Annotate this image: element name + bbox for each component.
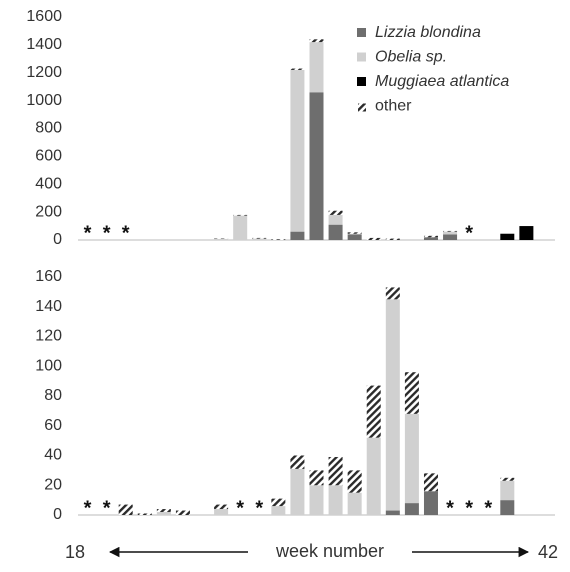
bar-segment	[271, 506, 285, 515]
bar-segment	[138, 514, 152, 515]
x-axis-label: week number	[275, 541, 384, 561]
legend-swatch	[357, 53, 366, 62]
bar-segment	[443, 234, 457, 240]
missing-marker: *	[446, 497, 454, 519]
bar-segment	[310, 42, 324, 92]
bar-segment	[329, 215, 343, 225]
missing-marker: *	[236, 497, 244, 519]
missing-marker: *	[84, 222, 92, 244]
y-tick-label: 1200	[26, 64, 62, 81]
legend-swatch	[358, 104, 366, 112]
bar-segment	[348, 234, 362, 240]
bar-segment	[424, 237, 438, 240]
missing-marker: *	[465, 222, 473, 244]
y-tick-label: 400	[35, 175, 62, 192]
legend-label: Obelia sp.	[375, 49, 447, 66]
y-tick-label: 200	[35, 203, 62, 220]
bar-segment	[310, 39, 324, 42]
missing-marker: *	[122, 222, 130, 244]
bar-segment	[290, 69, 304, 70]
missing-marker: *	[484, 497, 492, 519]
bar-segment	[424, 491, 438, 515]
y-tick-label: 40	[44, 447, 62, 464]
bar-segment	[310, 485, 324, 515]
bar-segment	[405, 414, 419, 503]
bar-segment	[367, 438, 381, 515]
legend-label: Lizzia blondina	[375, 24, 481, 41]
legend-swatch	[357, 28, 366, 37]
bar-segment	[405, 372, 419, 414]
legend-label: other	[375, 98, 412, 115]
missing-marker: *	[255, 497, 263, 519]
y-tick-label: 1400	[26, 36, 62, 53]
bar-segment	[424, 236, 438, 237]
x-end-label: 42	[538, 542, 558, 562]
bar-segment	[233, 216, 247, 240]
bar-segment	[119, 505, 133, 515]
y-tick-label: 800	[35, 120, 62, 137]
bar-segment	[290, 232, 304, 240]
bar-segment	[290, 469, 304, 515]
x-start-label: 18	[65, 542, 85, 562]
bar-segment	[386, 287, 400, 299]
missing-marker: *	[103, 497, 111, 519]
bar-segment	[310, 92, 324, 240]
missing-marker: *	[103, 222, 111, 244]
bar-segment	[290, 456, 304, 469]
bar-segment	[214, 239, 228, 240]
bar-segment	[252, 238, 266, 239]
missing-marker: *	[465, 497, 473, 519]
bar-segment	[348, 470, 362, 492]
bar-segment	[443, 231, 457, 232]
bar-segment	[367, 238, 381, 240]
bar-segment	[348, 234, 362, 235]
y-tick-label: 1000	[26, 92, 62, 109]
y-tick-label: 160	[35, 268, 62, 285]
bar-segment	[157, 512, 171, 515]
y-tick-label: 20	[44, 476, 62, 493]
bar-segment	[329, 457, 343, 485]
bar-segment	[424, 473, 438, 491]
y-tick-label: 140	[35, 298, 62, 315]
bar-segment	[500, 234, 514, 240]
bar-segment	[500, 500, 514, 515]
bar-segment	[157, 509, 171, 512]
bar-segment	[214, 509, 228, 515]
y-tick-label: 120	[35, 328, 62, 345]
bar-segment	[386, 511, 400, 515]
bar-segment	[214, 505, 228, 509]
bar-segment	[271, 239, 285, 240]
bar-segment	[271, 499, 285, 506]
missing-marker: *	[84, 497, 92, 519]
bar-segment	[386, 299, 400, 510]
bar-segment	[290, 70, 304, 232]
y-tick-label: 0	[53, 506, 62, 523]
bar-segment	[176, 511, 190, 515]
bar-segment	[348, 232, 362, 233]
y-tick-label: 1600	[26, 8, 62, 25]
y-tick-label: 600	[35, 148, 62, 165]
bar-segment	[329, 485, 343, 515]
bar-segment	[443, 232, 457, 235]
y-tick-label: 60	[44, 417, 62, 434]
bar-segment	[500, 478, 514, 481]
y-tick-label: 100	[35, 357, 62, 374]
bar-segment	[348, 493, 362, 515]
bar-segment	[367, 386, 381, 438]
bar-segment	[386, 239, 400, 240]
y-tick-label: 0	[53, 231, 62, 248]
bar-segment	[500, 481, 514, 500]
legend-swatch	[357, 77, 366, 86]
bar-segment	[519, 226, 533, 240]
bar-segment	[233, 215, 247, 216]
bar-segment	[310, 470, 324, 485]
bar-segment	[405, 503, 419, 515]
bar-segment	[329, 225, 343, 240]
bar-segment	[329, 211, 343, 215]
y-tick-label: 80	[44, 387, 62, 404]
legend-label: Muggiaea atlantica	[375, 73, 509, 90]
bar-segment	[252, 239, 266, 240]
